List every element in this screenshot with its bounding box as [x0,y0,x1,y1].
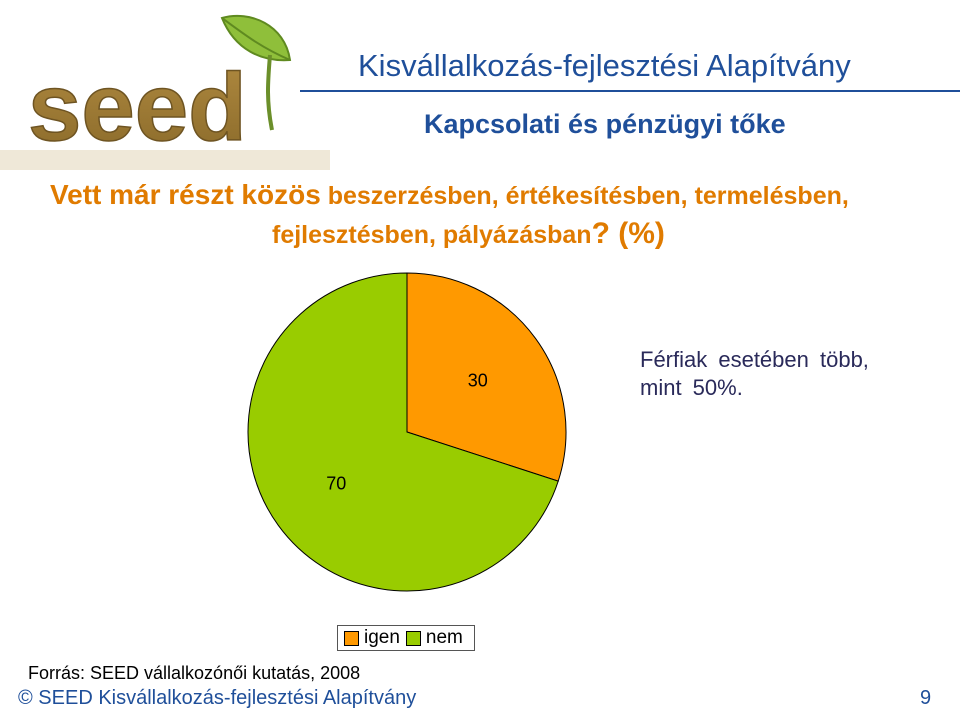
legend-item-igen: igen [344,627,400,649]
pie-slice-igen [406,272,567,482]
title-divider [300,90,960,92]
logo-text: seed [28,54,247,161]
question-part-3: fejlesztésben, pályázásban [272,221,592,249]
data-label-igen: 30 [468,371,488,391]
legend-swatch-nem [405,630,421,646]
legend-swatch-igen [344,630,359,646]
chart-note-line-2: mint 50%. [640,375,743,400]
page-number: 9 [920,687,932,709]
question-part-2: beszerzésben, értékesítésben, termelésbe… [320,182,849,210]
source-note: Forrás: SEED vállalkozónői kutatás, 2008 [28,663,361,683]
footer-copyright: © SEED Kisvállalkozás-fejlesztési Alapít… [18,687,417,709]
data-label-nem: 70 [326,473,346,493]
chart-legend: igen nem [337,625,475,651]
logo-ground [0,150,330,170]
question-part-4: ? (%) [591,217,665,250]
slide-question: Vett már részt közös beszerzésben, érték… [50,176,950,254]
pie-slice-nem [247,272,559,592]
legend-label-igen: igen [364,627,400,648]
chart-note-line-1: Férfiak esetében több, [640,347,869,372]
chart-note: Férfiak esetében több, mint 50%. [640,346,869,402]
legend-item-nem: nem [405,627,463,649]
legend-label-nem: nem [425,627,463,648]
org-title: Kisvállalkozás-fejlesztési Alapítvány [358,48,851,83]
seed-logo: seed [0,14,330,170]
slide-subtitle: Kapcsolati és pénzügyi tőke [424,109,786,139]
question-part-1: Vett már részt közös [50,179,321,210]
